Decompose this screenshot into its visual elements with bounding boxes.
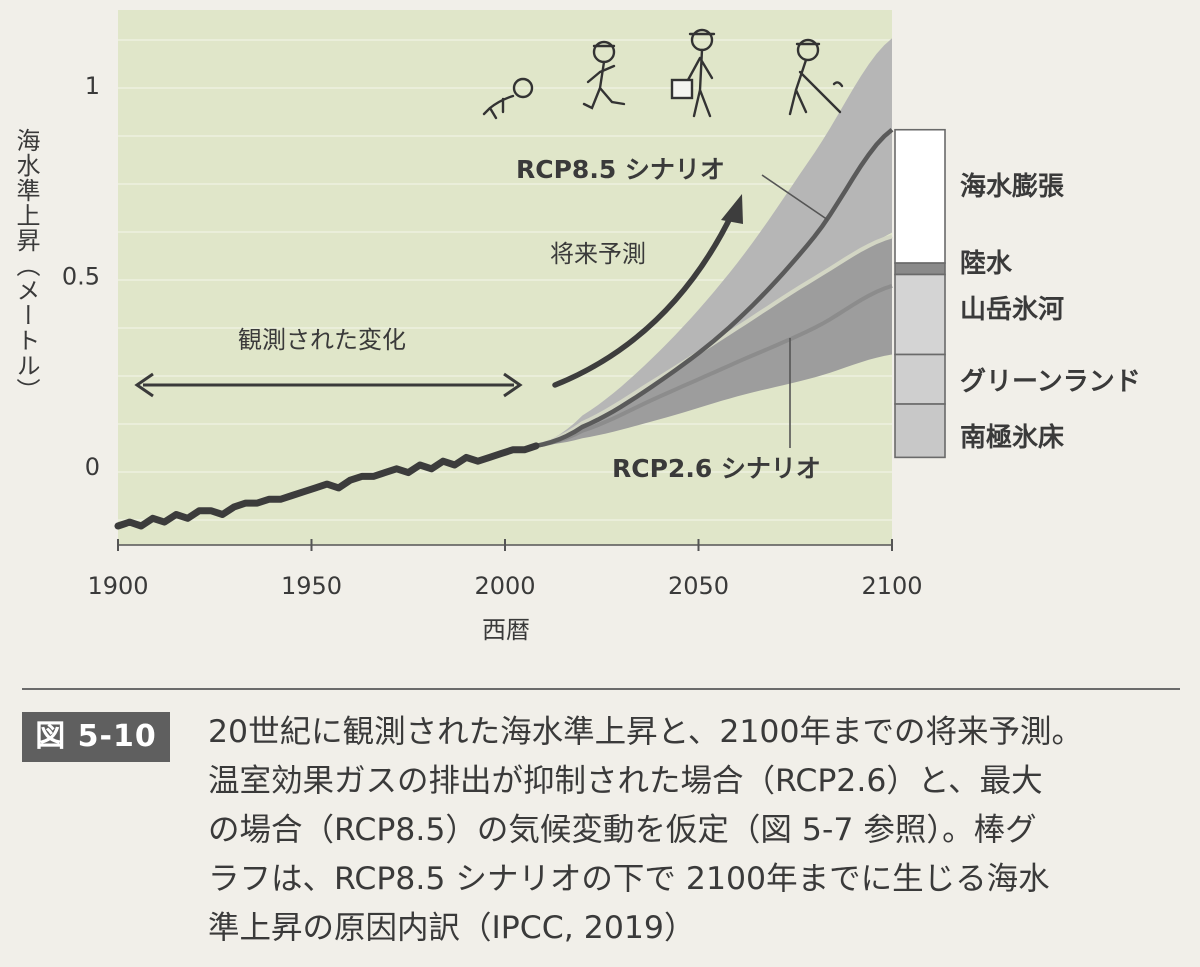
y-tick-label: 0: [85, 453, 100, 481]
arrowhead-right: [503, 372, 523, 398]
x-tick-label: 1950: [281, 572, 342, 600]
breakdown-legend-label: 南極氷床: [960, 422, 1064, 453]
x-axis-title: 西暦: [482, 616, 530, 644]
rcp26-median-line: [535, 284, 893, 448]
projection-arrowhead: [721, 194, 743, 224]
caption-line: 準上昇の原因内訳（IPCC, 2019）: [208, 910, 696, 946]
x-tick-label: 1900: [87, 572, 148, 600]
figure-number-badge: 図 5-10: [22, 712, 170, 762]
breakdown-legend-label: グリーンランド: [960, 367, 1141, 397]
breakdown-bar-segment: [894, 353, 946, 405]
chart-canvas: 0 0.5 1 1900 1950 2000 2050 2100 西暦 海水準上昇（メートル） 観測…: [12, 10, 1141, 644]
breakdown-bar-segment: [894, 403, 946, 459]
breakdown-legend-label: 山岳氷河: [960, 295, 1064, 325]
elder-head: [796, 38, 820, 62]
caption-line: 温室効果ガスの排出が抑制された場合（RCP2.6）と、最大: [208, 763, 1043, 799]
breakdown-legend-label: 海水膨張: [960, 172, 1064, 202]
figure-caption: 20世紀に観測された海水準上昇と、2100年までの将来予測。 温室効果ガスの排出…: [208, 708, 1183, 953]
caption-line: ラフは、RCP8.5 シナリオの下で 2100年までに生じる海水: [208, 861, 1050, 897]
rcp85-median-line: [535, 127, 894, 449]
observed-sea-level-line: [114, 442, 540, 530]
elderly-cane-icon: [788, 38, 844, 116]
projection-arrow: [552, 209, 736, 388]
breakdown-legend-label: 陸水: [960, 249, 1013, 279]
breakdown-bar-segment: [894, 128, 946, 264]
caption-line: 20世紀に観測された海水準上昇と、2100年までの将来予測。: [208, 714, 1083, 750]
caption-line: の場合（RCP8.5）の気候変動を仮定（図 5-7 参照）。棒グ: [208, 812, 1037, 848]
x-tick-label: 2050: [668, 572, 729, 600]
elder-body: [788, 42, 844, 116]
x-tick-label: 2000: [474, 572, 535, 600]
rcp85-leader-line: [761, 174, 829, 221]
y-tick-label: 1: [85, 72, 100, 100]
rcp26-uncertainty-band: [536, 236, 892, 446]
adult-briefcase-icon: [670, 28, 716, 118]
child-walking-icon: [582, 40, 626, 110]
rcp26-label: RCP2.6 シナリオ: [612, 454, 821, 483]
observed-change-label: 観測された変化: [238, 326, 406, 354]
child-body: [582, 44, 626, 110]
section-divider: [22, 688, 1180, 690]
breakdown-bar-segment: [894, 262, 946, 276]
briefcase: [670, 78, 694, 100]
projection-label: 将来予測: [550, 240, 646, 268]
x-tick-label: 2100: [861, 572, 922, 600]
baby-body: [482, 94, 515, 120]
arrowhead-left: [134, 372, 154, 398]
adult-body: [686, 32, 716, 118]
baby-crawling-icon: [482, 77, 534, 120]
baby-head: [512, 77, 534, 99]
rcp85-label: RCP8.5 シナリオ: [516, 155, 725, 184]
sea-level-chart: 0 0.5 1 1900 1950 2000 2050 2100 西暦 海水準上昇（メートル） 観測…: [12, 10, 1141, 644]
y-tick-label: 0.5: [62, 263, 100, 291]
breakdown-bar-segment: [894, 273, 946, 356]
y-axis-title: 海水準上昇（メートル）: [12, 128, 40, 403]
